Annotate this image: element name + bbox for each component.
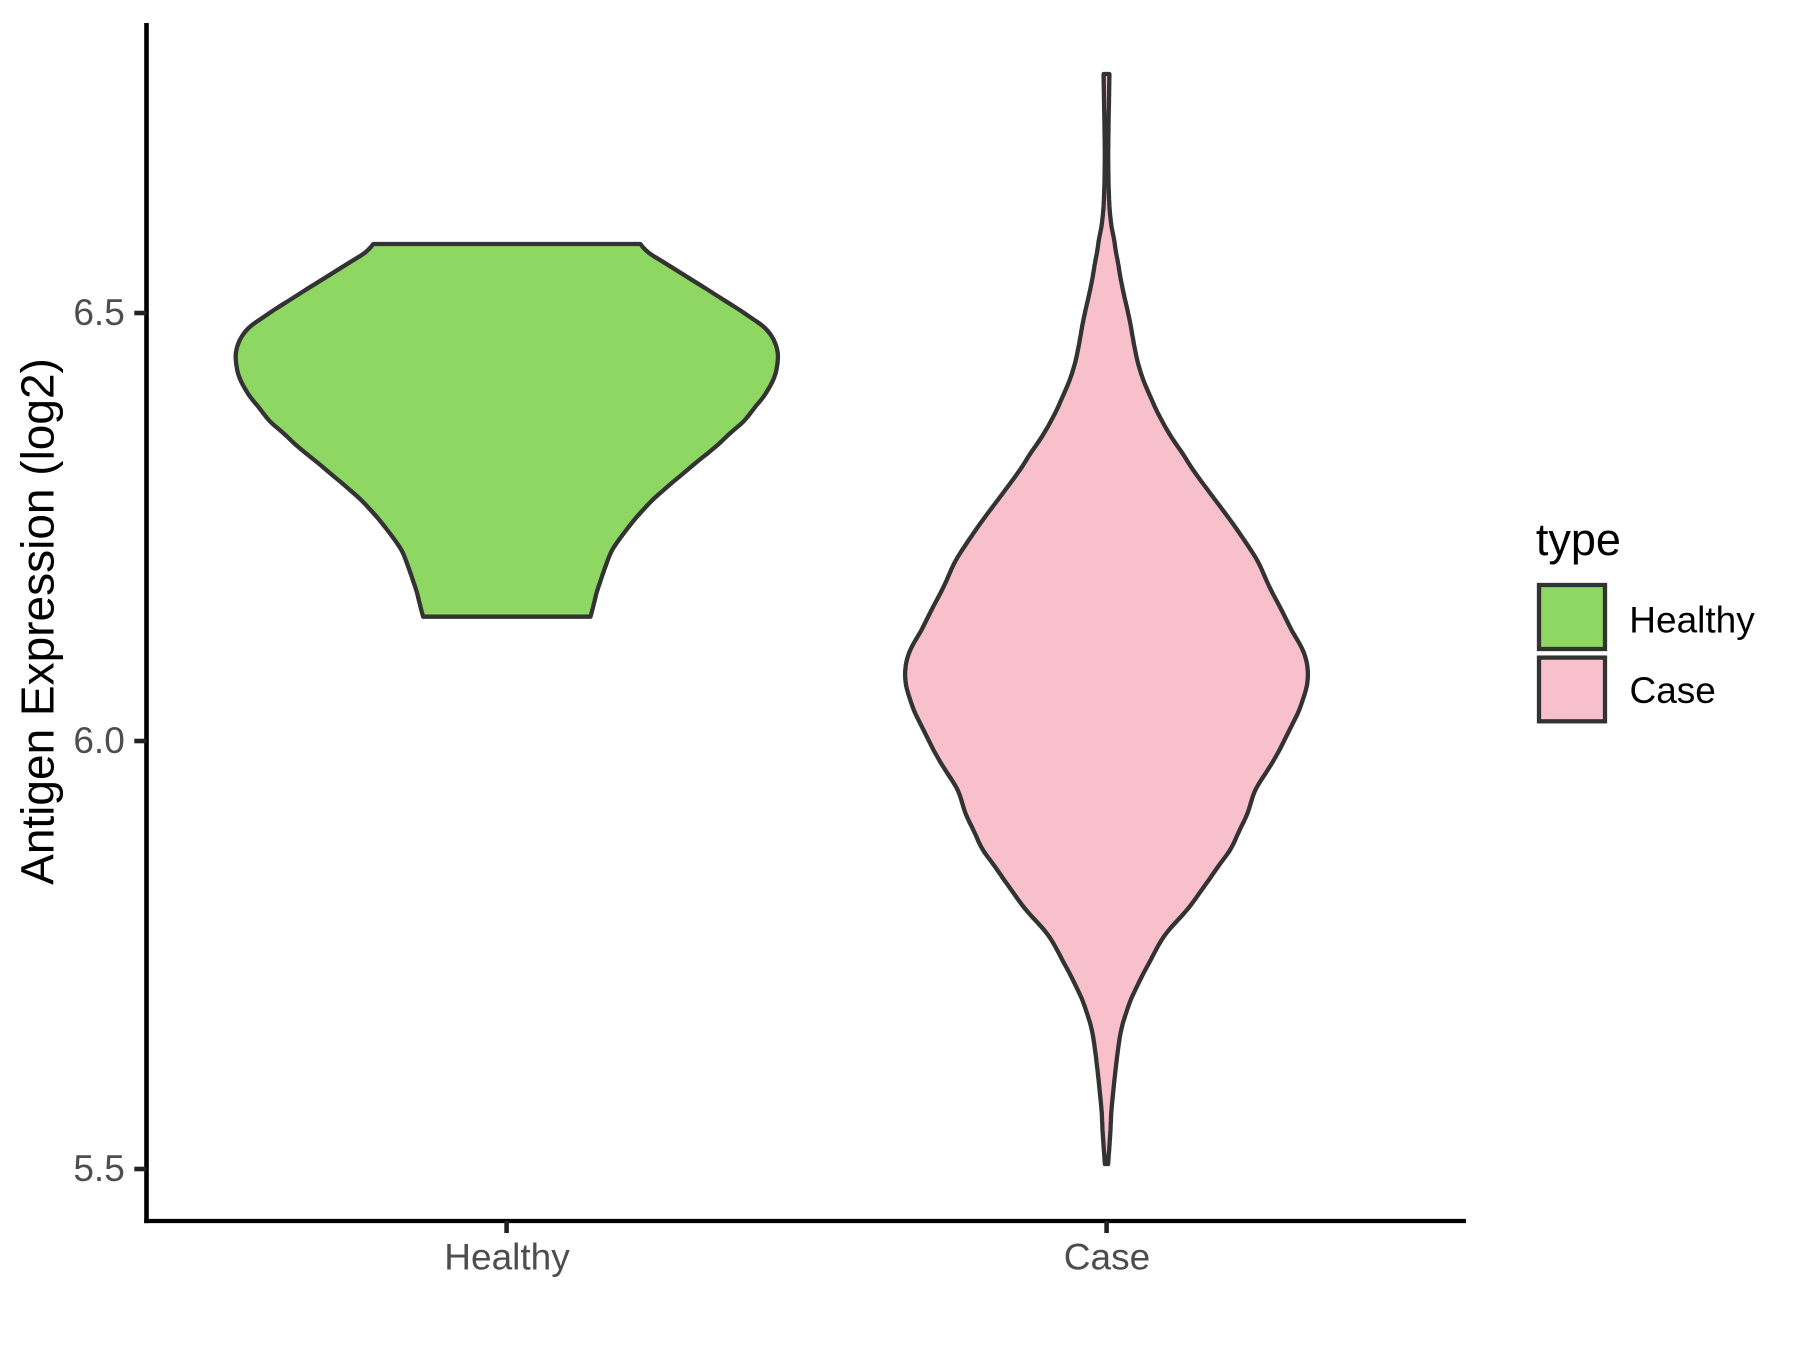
svg-text:5.5: 5.5 [73,1148,124,1189]
svg-text:type: type [1536,514,1621,565]
svg-text:Case: Case [1630,670,1716,711]
svg-text:Antigen Expression (log2): Antigen Expression (log2) [12,358,64,885]
svg-text:Healthy: Healthy [444,1237,570,1278]
svg-text:Healthy: Healthy [1629,600,1755,641]
svg-text:6.0: 6.0 [73,720,124,761]
svg-text:6.5: 6.5 [73,292,124,333]
svg-text:Case: Case [1064,1237,1150,1278]
